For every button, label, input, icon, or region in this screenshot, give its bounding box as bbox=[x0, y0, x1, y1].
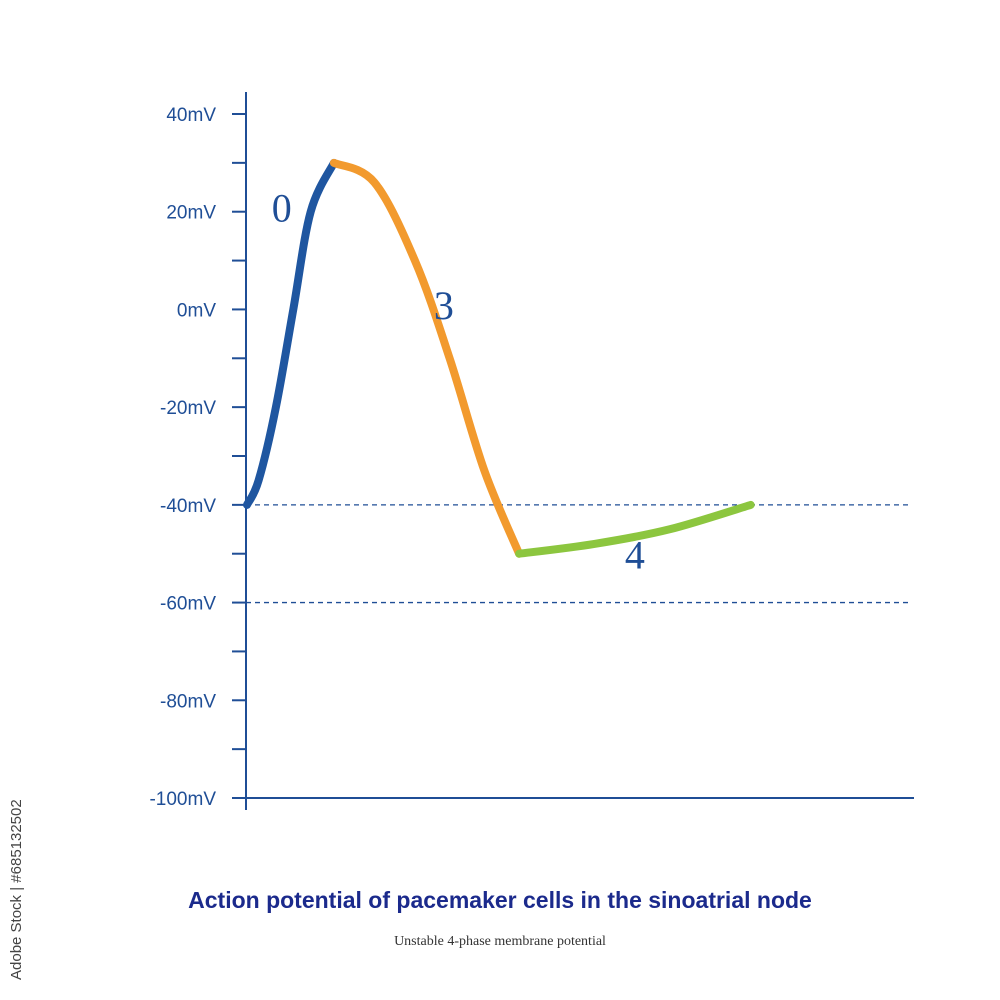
chart-title: Action potential of pacemaker cells in t… bbox=[188, 887, 812, 913]
phase-3-label: 3 bbox=[434, 283, 454, 328]
y-tick-label: -20mV bbox=[160, 398, 216, 419]
y-tick-label: -60mV bbox=[160, 594, 216, 615]
y-tick-label: -80mV bbox=[160, 691, 216, 712]
stock-id: Adobe Stock | #685132502 bbox=[8, 799, 25, 980]
reference-lines bbox=[246, 504, 908, 604]
y-tick-label: -100mV bbox=[149, 789, 216, 810]
axes bbox=[233, 92, 914, 810]
phase-curves bbox=[243, 158, 755, 558]
phase-0-curve bbox=[243, 158, 338, 509]
y-ticks: 40mV 20mV 0mV -20mV -40mV -60mV -80mV -100mV bbox=[149, 105, 246, 810]
chart-subtitle: Unstable 4-phase membrane potential bbox=[394, 934, 606, 949]
phase-labels: 0 3 4 bbox=[272, 185, 645, 577]
y-tick-label: 0mV bbox=[177, 300, 216, 321]
y-tick-label: -40mV bbox=[160, 496, 216, 517]
phase-4-curve bbox=[515, 500, 755, 558]
phase-0-label: 0 bbox=[272, 185, 292, 230]
phase-4-label: 4 bbox=[625, 532, 645, 577]
phase-3-curve bbox=[329, 158, 524, 558]
y-tick-label: 20mV bbox=[166, 203, 216, 224]
y-tick-label: 40mV bbox=[166, 105, 216, 126]
